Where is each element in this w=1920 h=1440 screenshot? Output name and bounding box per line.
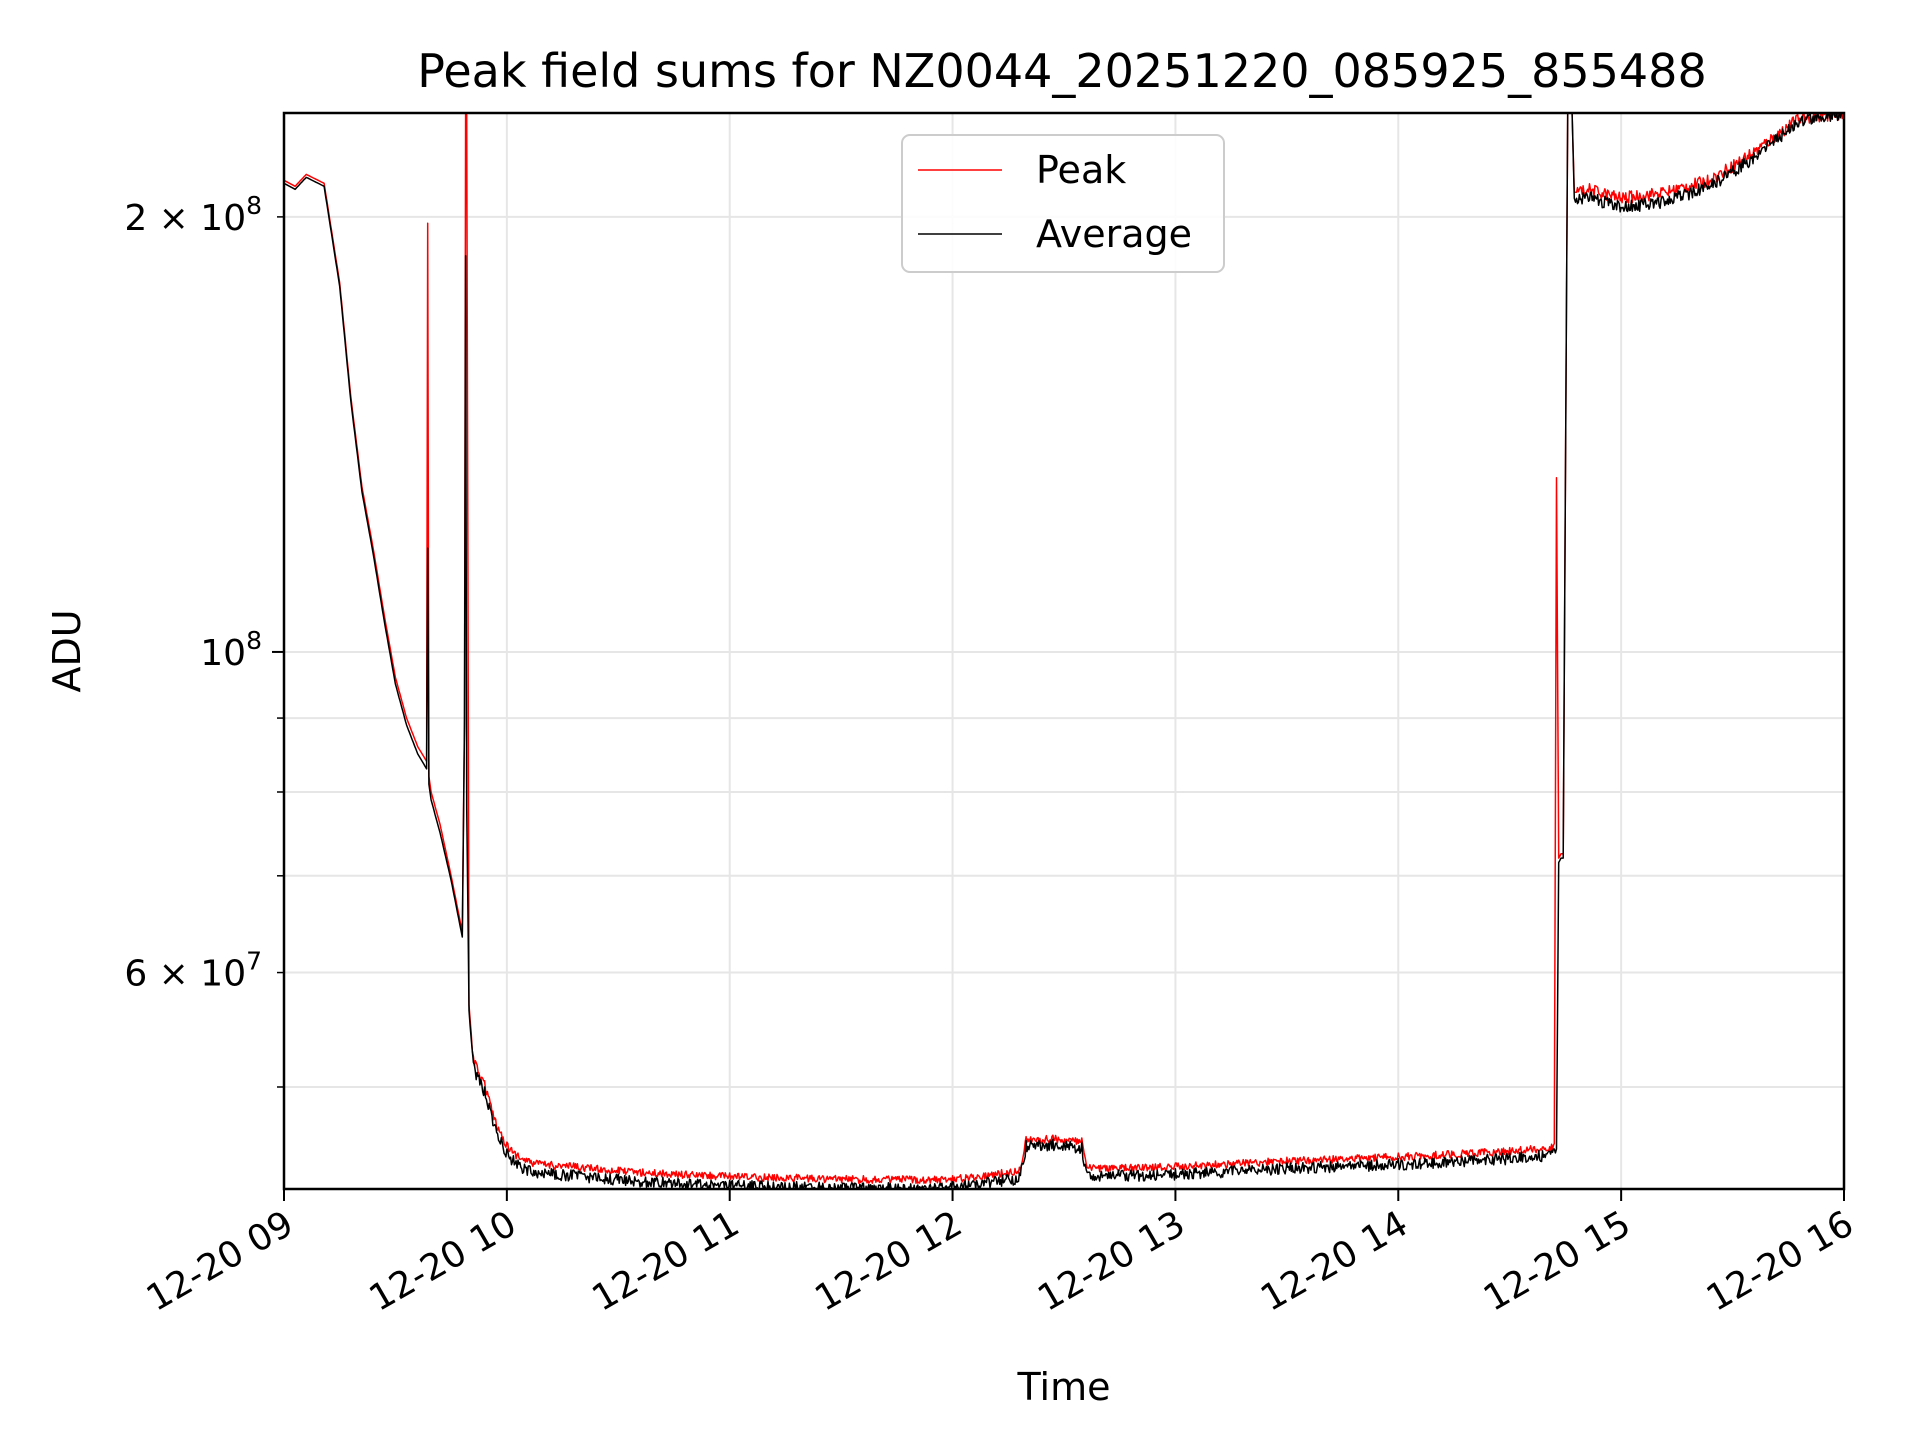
y-tick-label: 2 × 108 [124, 191, 262, 239]
series-layer [284, 113, 1844, 1189]
x-axis-label: Time [1017, 1365, 1111, 1409]
series-line-average [284, 113, 1844, 1189]
y-tick-label: 6 × 107 [124, 947, 262, 995]
legend-label-average: Average [1036, 212, 1192, 256]
legend: Peak Average [901, 134, 1225, 273]
y-tick-label: 108 [200, 626, 262, 674]
gridlines [284, 113, 1844, 1189]
legend-label-peak: Peak [1036, 148, 1126, 192]
chart-title: Peak field sums for NZ0044_20251220_0859… [417, 44, 1706, 98]
y-axis-label: ADU [45, 609, 89, 692]
series-line-peak [284, 113, 1844, 1184]
